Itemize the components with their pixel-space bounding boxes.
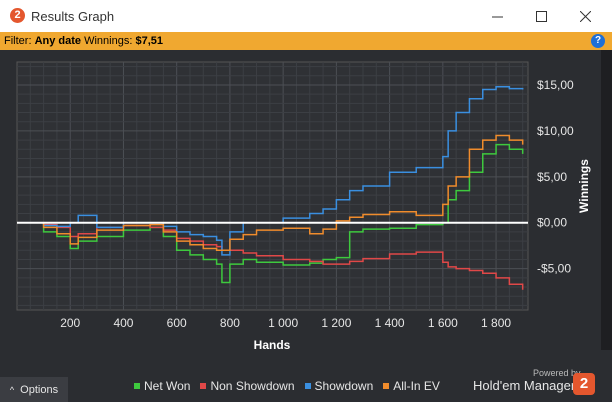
x-axis-label: Hands [254,338,291,352]
y-tick-label: $15,00 [537,78,574,92]
legend-label: Non Showdown [210,379,295,393]
x-tick-label: 1 000 [268,316,298,330]
minimize-icon [491,16,503,17]
x-tick-label: 1 400 [375,316,405,330]
maximize-button[interactable] [518,0,564,32]
results-chart: 200 400 600 800 1 000 1 200 1 400 1 600 1 800 $1… [0,50,601,372]
window-title: Results Graph [31,9,115,24]
chevron-up-icon: ^ [9,384,15,395]
legend-swatch [134,383,140,389]
y-tick-label: $10,00 [537,124,574,138]
legend-swatch [200,383,207,389]
x-tick-label: 200 [60,316,80,330]
powered-by-label: Powered by [533,368,581,378]
y-tick-label: $5,00 [537,170,567,184]
filter-bar: Filter: Any date Winnings: $7,51 ? [0,32,612,50]
options-button[interactable]: ^ Options [0,377,68,402]
y-axis-ticks: $15,00 $10,00 $5,00 $0,00 -$5,00 [537,78,574,276]
footer: ^ Options Net Won Non Showdown Showdown All… [0,368,612,402]
legend-label: All-In EV [393,379,440,393]
close-icon [579,10,591,22]
help-icon[interactable]: ? [591,34,605,48]
brand-logo-icon: 2 [573,373,595,395]
legend-item[interactable]: All-In EV [383,379,440,393]
app-logo-icon: 2 [10,8,25,23]
x-tick-label: 800 [220,316,240,330]
close-button[interactable] [562,0,608,32]
side-strip [601,50,612,350]
x-tick-label: 1 600 [428,316,458,330]
legend-swatch [304,383,311,389]
maximize-icon [535,10,547,22]
legend-swatch [383,383,390,389]
minimize-button[interactable] [474,0,520,32]
series-line-net-won [17,143,524,284]
y-tick-label: $0,00 [537,216,567,230]
x-tick-label: 1 800 [481,316,511,330]
series-line-all-in-ev [17,134,524,252]
filter-label: Filter: [4,35,32,47]
options-label: Options [20,383,59,396]
winnings-label: Winnings: [84,35,133,47]
brand-name: Hold'em Manager [473,378,576,393]
filter-value[interactable]: Any date [34,35,82,47]
legend-label: Net Won [144,379,191,393]
x-tick-label: 400 [113,316,133,330]
legend-label: Showdown [314,379,374,393]
x-axis-ticks: 200 400 600 800 1 000 1 200 1 400 1 600 1 800 [60,316,511,330]
winnings-value: $7,51 [135,35,163,47]
filter-summary: Filter: Any date Winnings: $7,51 [4,35,163,47]
legend-item[interactable]: Non Showdown [200,379,295,393]
legend-item[interactable]: Net Won [134,379,190,393]
y-tick-label: -$5,00 [537,262,571,276]
x-tick-label: 1 200 [321,316,351,330]
y-axis-label: Winnings [577,159,591,213]
legend-item[interactable]: Showdown [304,379,374,393]
title-bar: 2 Results Graph [0,0,612,32]
legend: Net Won Non Showdown Showdown All-In EV [134,379,440,393]
x-tick-label: 600 [167,316,187,330]
